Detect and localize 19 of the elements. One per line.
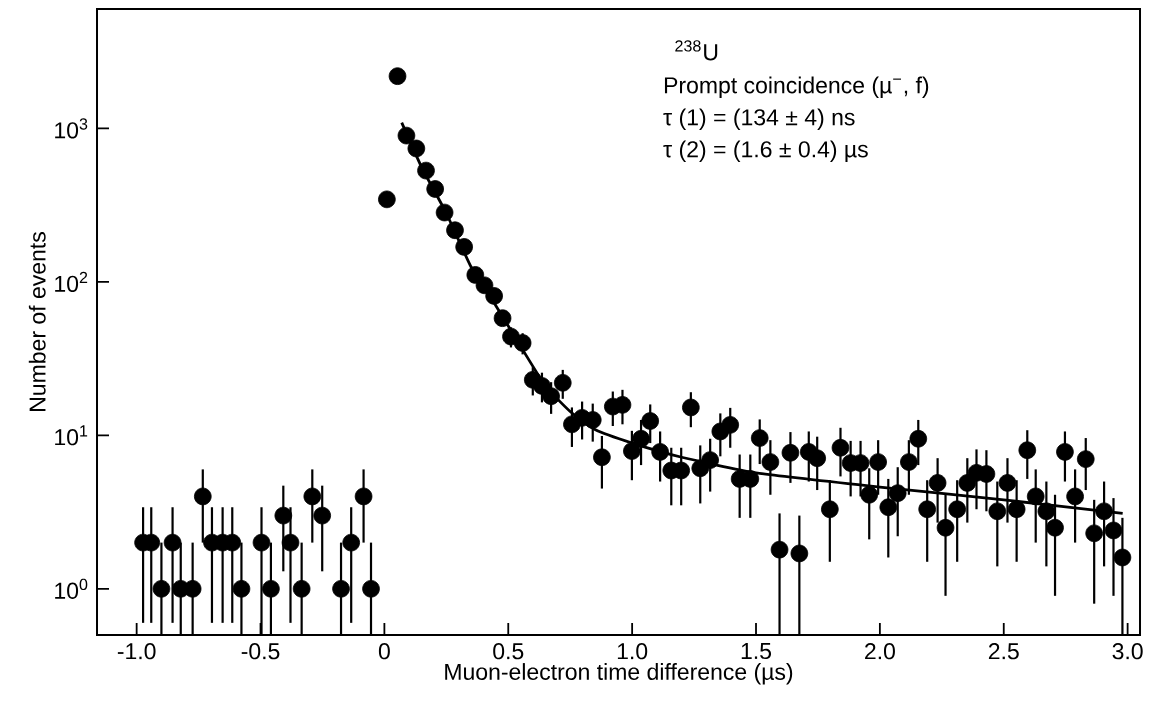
x-tick-label: 1.0: [617, 643, 648, 660]
annotation: τ (1) = (134 ± 4) ns: [663, 108, 855, 130]
annotation: Prompt coincidence (µ$^{−}$, f): [664, 76, 929, 98]
annotation: τ (2) = (1.6 ± 0.4) µs: [663, 140, 868, 162]
x-tick-label: 2.0: [865, 643, 895, 660]
x-tick-label: 2.5: [988, 643, 1019, 660]
x-tick-label: 0.5: [493, 643, 524, 660]
y-axis-title: Number of events: [28, 232, 46, 411]
y-tick-label: 10$^{3}$: [55, 118, 88, 139]
y-tick-label: 10$^{1}$: [55, 425, 88, 446]
y-tick-label: 10$^{2}$: [55, 271, 88, 292]
x-tick-label: -1.0: [117, 643, 156, 660]
y-tick-label: 10$^{0}$: [55, 578, 88, 599]
x-tick-label: 1.5: [741, 643, 772, 660]
x-tick-label: 0: [378, 643, 390, 660]
x-tick-label: 3.0: [1112, 643, 1143, 660]
x-axis-title: Muon-electron time difference (µs): [445, 663, 793, 685]
annotation: $^{238}$U: [675, 40, 718, 61]
x-tick-label: -0.5: [241, 643, 280, 660]
